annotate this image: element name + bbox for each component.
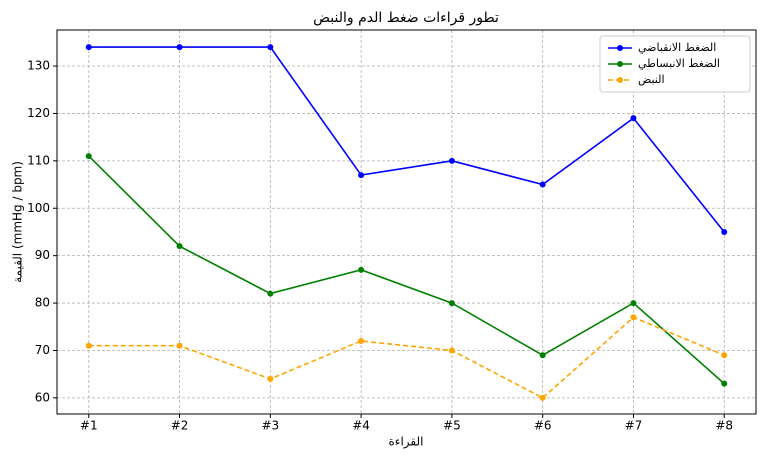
point — [85, 153, 92, 160]
x-tick-label: #5 — [443, 419, 461, 433]
point — [358, 266, 365, 273]
y-axis-label: القيمة (mmHg / bpm) — [11, 161, 25, 283]
y-tick-label: 100 — [27, 201, 50, 215]
point — [630, 314, 637, 321]
series-line — [88, 46, 725, 233]
legend-marker — [617, 61, 623, 67]
point — [358, 172, 365, 179]
y-tick-label: 120 — [27, 106, 50, 120]
point — [539, 181, 546, 188]
point — [85, 44, 92, 51]
point — [721, 228, 728, 235]
point — [267, 290, 274, 297]
x-tick-label: #3 — [261, 419, 279, 433]
point — [721, 352, 728, 359]
point — [85, 342, 92, 349]
x-tick-label: #8 — [715, 419, 733, 433]
point — [358, 337, 365, 344]
point — [448, 157, 455, 164]
point — [721, 380, 728, 387]
y-tick-label: 70 — [35, 343, 50, 357]
point — [267, 375, 274, 382]
point — [539, 352, 546, 359]
y-tick-label: 90 — [35, 248, 50, 262]
legend-box — [599, 35, 751, 93]
legend-label: النبض — [638, 73, 665, 86]
y-tick-label: 60 — [35, 390, 50, 404]
point — [630, 115, 637, 122]
legend-label: الضغط الانقباضي — [638, 41, 716, 54]
legend-label: الضغط الانبساطي — [638, 57, 720, 70]
point — [176, 44, 183, 51]
point — [448, 347, 455, 354]
x-tick-label: #4 — [352, 419, 370, 433]
point — [630, 300, 637, 307]
point — [176, 342, 183, 349]
x-tick-label: #2 — [171, 419, 189, 433]
point — [448, 300, 455, 307]
plot-frame — [56, 29, 757, 415]
point — [267, 44, 274, 51]
x-axis-label: القراءة — [389, 435, 424, 450]
series-line — [88, 155, 725, 385]
x-tick-label: #7 — [625, 419, 643, 433]
y-tick-label: 110 — [27, 153, 50, 167]
y-tick-label: 130 — [27, 59, 50, 73]
chart-title: تطور قراءات ضغط الدم والنبض — [313, 10, 499, 26]
legend-marker — [617, 45, 623, 51]
x-tick-label: #6 — [534, 419, 552, 433]
legend-marker — [617, 77, 623, 83]
y-tick-label: 80 — [35, 296, 50, 310]
x-tick-label: #1 — [80, 419, 98, 433]
series-line — [88, 316, 725, 399]
point — [539, 394, 546, 401]
point — [176, 243, 183, 250]
